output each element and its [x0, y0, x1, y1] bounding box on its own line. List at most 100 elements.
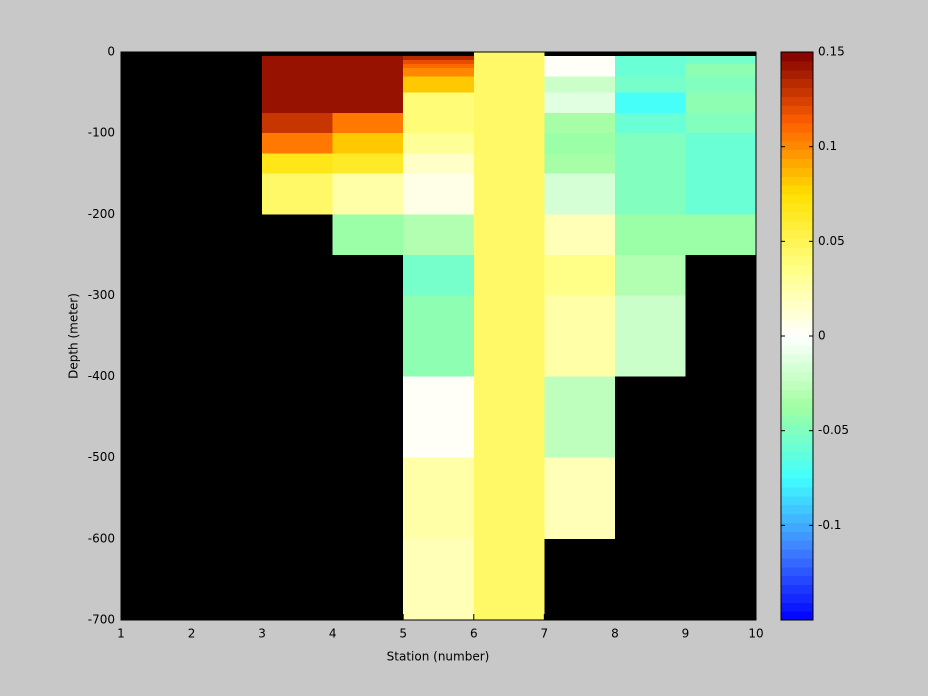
- colorbar-segment: [781, 78, 813, 88]
- heatmap-cell: [262, 133, 333, 154]
- colorbar-tick-label: 0: [818, 329, 826, 343]
- colorbar-segment: [781, 265, 813, 275]
- x-tick-label: 4: [329, 627, 337, 641]
- heatmap-cell: [403, 68, 474, 77]
- heatmap-cell: [685, 76, 756, 93]
- heatmap-cell: [332, 214, 404, 255]
- heatmap-cell: [473, 52, 545, 620]
- heatmap-cell: [403, 133, 474, 154]
- x-axis-label: Station (number): [387, 650, 490, 664]
- x-tick-label: 3: [258, 627, 266, 641]
- colorbar-segment: [781, 282, 813, 293]
- heatmap-cell: [614, 92, 686, 113]
- heatmap-cell: [544, 56, 615, 77]
- heatmap-cell: [685, 133, 756, 215]
- heatmap-cell: [403, 173, 474, 215]
- colorbar-segment: [781, 256, 813, 266]
- colorbar-segment: [781, 513, 813, 523]
- colorbar-segment: [781, 194, 813, 204]
- heatmap-cell: [544, 376, 615, 458]
- colorbar-segment: [781, 123, 813, 133]
- y-tick-label: -500: [88, 450, 115, 464]
- colorbar-segment: [781, 504, 813, 514]
- colorbar-segment: [781, 424, 813, 435]
- x-tick-label: 1: [117, 627, 125, 641]
- heatmap-cell: [403, 295, 474, 377]
- heatmap-cell: [332, 173, 404, 215]
- heatmap-cell: [685, 92, 756, 113]
- heatmap-cell: [544, 112, 615, 134]
- colorbar-segment: [781, 52, 813, 62]
- axes-frame: [120, 51, 757, 621]
- heatmap-cell: [685, 112, 756, 134]
- colorbar-segment: [781, 611, 813, 621]
- heatmap-cell: [614, 76, 686, 93]
- heatmap-cell: [614, 112, 686, 134]
- colorbar-segment: [781, 185, 813, 195]
- colorbar-segment: [781, 469, 813, 479]
- colorbar-segment: [781, 291, 813, 301]
- colorbar-segment: [781, 451, 813, 461]
- colorbar-segment: [781, 87, 813, 97]
- colorbar-segment: [781, 584, 813, 594]
- heatmap-cell: [544, 457, 615, 539]
- heatmap-cell: [403, 214, 474, 255]
- colorbar-segment: [781, 114, 813, 124]
- colorbar-segment: [781, 566, 813, 577]
- colorbar-segment: [781, 522, 813, 532]
- heatmap-cell: [544, 92, 615, 113]
- colorbar-segment: [781, 69, 813, 80]
- x-tick-label: 2: [188, 627, 196, 641]
- colorbar-segment: [781, 176, 813, 186]
- heatmap-cell: [544, 295, 615, 377]
- heatmap-cell: [544, 173, 615, 215]
- heatmap-cell: [685, 56, 756, 65]
- y-tick-label: -300: [88, 288, 115, 302]
- y-tick-label: -600: [88, 531, 115, 545]
- heatmap-cell: [262, 112, 333, 134]
- colorbar-segment: [781, 593, 813, 603]
- heatmap-cell: [403, 153, 474, 174]
- colorbar-segment: [781, 238, 813, 248]
- colorbar-segment: [781, 549, 813, 559]
- heatmap-cell: [403, 64, 474, 69]
- heatmap-cell: [262, 173, 333, 215]
- colorbar-segment: [781, 362, 813, 372]
- y-tick-label: -100: [88, 126, 115, 140]
- colorbar-segment: [781, 486, 813, 497]
- colorbar-segment: [781, 540, 813, 550]
- heatmap-cell: [403, 457, 474, 539]
- colorbar-segment: [781, 336, 813, 346]
- heatmap-cell: [614, 295, 686, 377]
- colorbar-segment: [781, 415, 813, 426]
- x-tick-label: 10: [748, 627, 763, 641]
- colorbar-segment: [781, 495, 813, 506]
- colorbar-segment: [781, 131, 813, 142]
- colorbar-segment: [781, 433, 813, 443]
- colorbar-segment: [781, 167, 813, 177]
- heatmap-cell: [403, 92, 474, 134]
- colorbar-segment: [781, 273, 813, 284]
- colorbar-segment: [781, 229, 813, 239]
- y-axis-label: Depth (meter): [67, 293, 81, 379]
- colorbar-segment: [781, 220, 813, 230]
- colorbar-segment: [781, 300, 813, 310]
- heatmap-cell: [262, 56, 333, 113]
- colorbar-segment: [781, 557, 813, 568]
- colorbar-tick-label: 0.15: [818, 45, 845, 59]
- heatmap-cell: [403, 60, 474, 65]
- colorbar-segment: [781, 318, 813, 328]
- heatmap-cell: [685, 214, 756, 255]
- x-tick-label: 9: [682, 627, 690, 641]
- heatmap-cell: [403, 254, 474, 296]
- heatmap-cell: [614, 64, 686, 77]
- colorbar-tick-label: -0.1: [818, 518, 841, 532]
- heatmap-cell: [332, 56, 404, 113]
- y-tick-label: -400: [88, 369, 115, 383]
- colorbar-segment: [781, 531, 813, 541]
- colorbar-segment: [781, 442, 813, 452]
- x-tick-label: 6: [470, 627, 478, 641]
- heatmap-cell: [544, 254, 615, 296]
- colorbar-segment: [781, 327, 813, 337]
- heatmap-cell: [544, 214, 615, 255]
